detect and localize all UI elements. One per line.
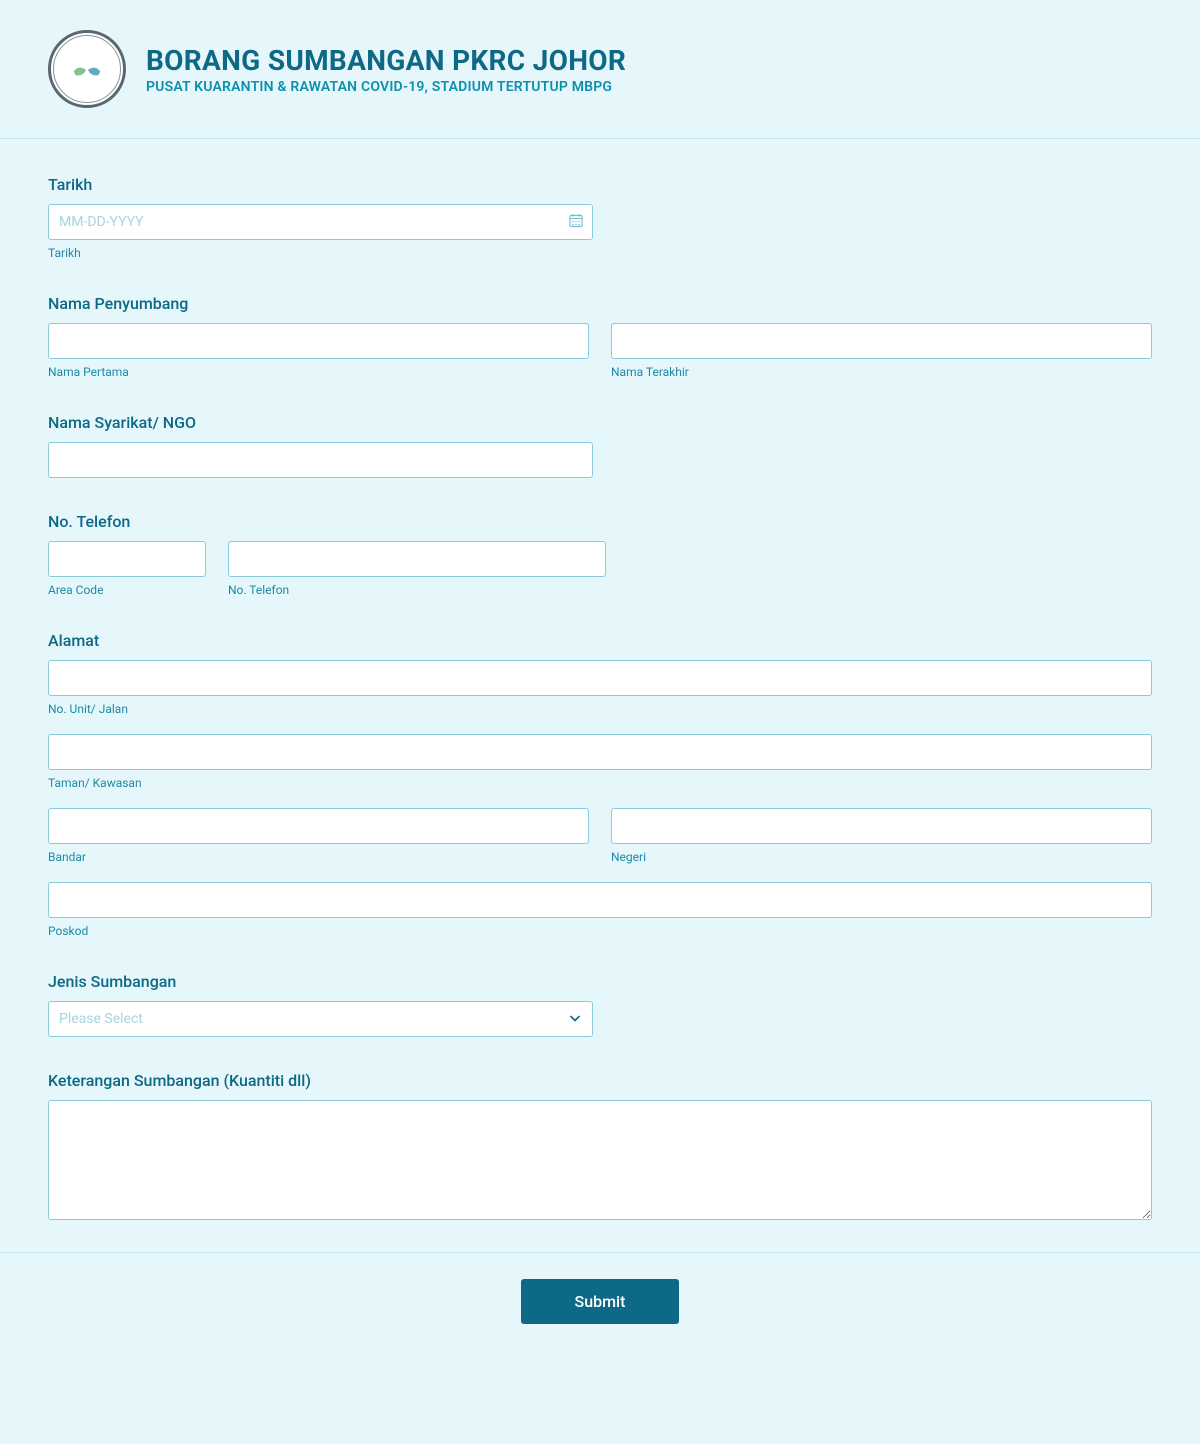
date-sublabel: Tarikh xyxy=(48,246,593,260)
area-input[interactable] xyxy=(48,734,1152,770)
last-name-sublabel: Nama Terakhir xyxy=(611,365,1152,379)
form-subtitle: PUSAT KUARANTIN & RAWATAN COVID-19, STAD… xyxy=(146,79,626,95)
area-code-sublabel: Area Code xyxy=(48,583,206,597)
first-name-sublabel: Nama Pertama xyxy=(48,365,589,379)
logo xyxy=(48,30,126,108)
contributor-field-group: Nama Penyumbang Nama Pertama Nama Terakh… xyxy=(48,294,1152,379)
donation-type-label: Jenis Sumbangan xyxy=(48,972,1152,991)
company-input[interactable] xyxy=(48,442,593,478)
phone-number-sublabel: No. Telefon xyxy=(228,583,606,597)
area-sublabel: Taman/ Kawasan xyxy=(48,776,1152,790)
street-sublabel: No. Unit/ Jalan xyxy=(48,702,1152,716)
city-sublabel: Bandar xyxy=(48,850,589,864)
form-footer: Submit xyxy=(0,1252,1200,1360)
street-input[interactable] xyxy=(48,660,1152,696)
description-textarea[interactable] xyxy=(48,1100,1152,1220)
description-field-group: Keterangan Sumbangan (Kuantiti dll) xyxy=(48,1071,1152,1224)
city-input[interactable] xyxy=(48,808,589,844)
state-sublabel: Negeri xyxy=(611,850,1152,864)
hands-icon xyxy=(65,47,109,91)
phone-field-group: No. Telefon Area Code No. Telefon xyxy=(48,512,1152,597)
last-name-input[interactable] xyxy=(611,323,1152,359)
header-text: BORANG SUMBANGAN PKRC JOHOR PUSAT KUARAN… xyxy=(146,44,626,95)
postcode-input[interactable] xyxy=(48,882,1152,918)
postcode-sublabel: Poskod xyxy=(48,924,1152,938)
state-input[interactable] xyxy=(611,808,1152,844)
area-code-input[interactable] xyxy=(48,541,206,577)
donation-type-select[interactable]: Please Select xyxy=(48,1001,593,1037)
first-name-input[interactable] xyxy=(48,323,589,359)
contributor-label: Nama Penyumbang xyxy=(48,294,1152,313)
submit-button[interactable]: Submit xyxy=(521,1279,680,1324)
company-label: Nama Syarikat/ NGO xyxy=(48,413,1152,432)
description-label: Keterangan Sumbangan (Kuantiti dll) xyxy=(48,1071,1152,1090)
address-field-group: Alamat No. Unit/ Jalan Taman/ Kawasan Ba… xyxy=(48,631,1152,938)
phone-number-input[interactable] xyxy=(228,541,606,577)
form-body: Tarikh Tarikh Nama Penyumbang xyxy=(0,139,1200,1252)
donation-type-field-group: Jenis Sumbangan Please Select xyxy=(48,972,1152,1037)
form-title: BORANG SUMBANGAN PKRC JOHOR xyxy=(146,44,626,77)
date-field-group: Tarikh Tarikh xyxy=(48,175,1152,260)
phone-label: No. Telefon xyxy=(48,512,1152,531)
date-label: Tarikh xyxy=(48,175,1152,194)
address-label: Alamat xyxy=(48,631,1152,650)
company-field-group: Nama Syarikat/ NGO xyxy=(48,413,1152,478)
form-header: BORANG SUMBANGAN PKRC JOHOR PUSAT KUARAN… xyxy=(0,0,1200,139)
date-input[interactable] xyxy=(48,204,593,240)
